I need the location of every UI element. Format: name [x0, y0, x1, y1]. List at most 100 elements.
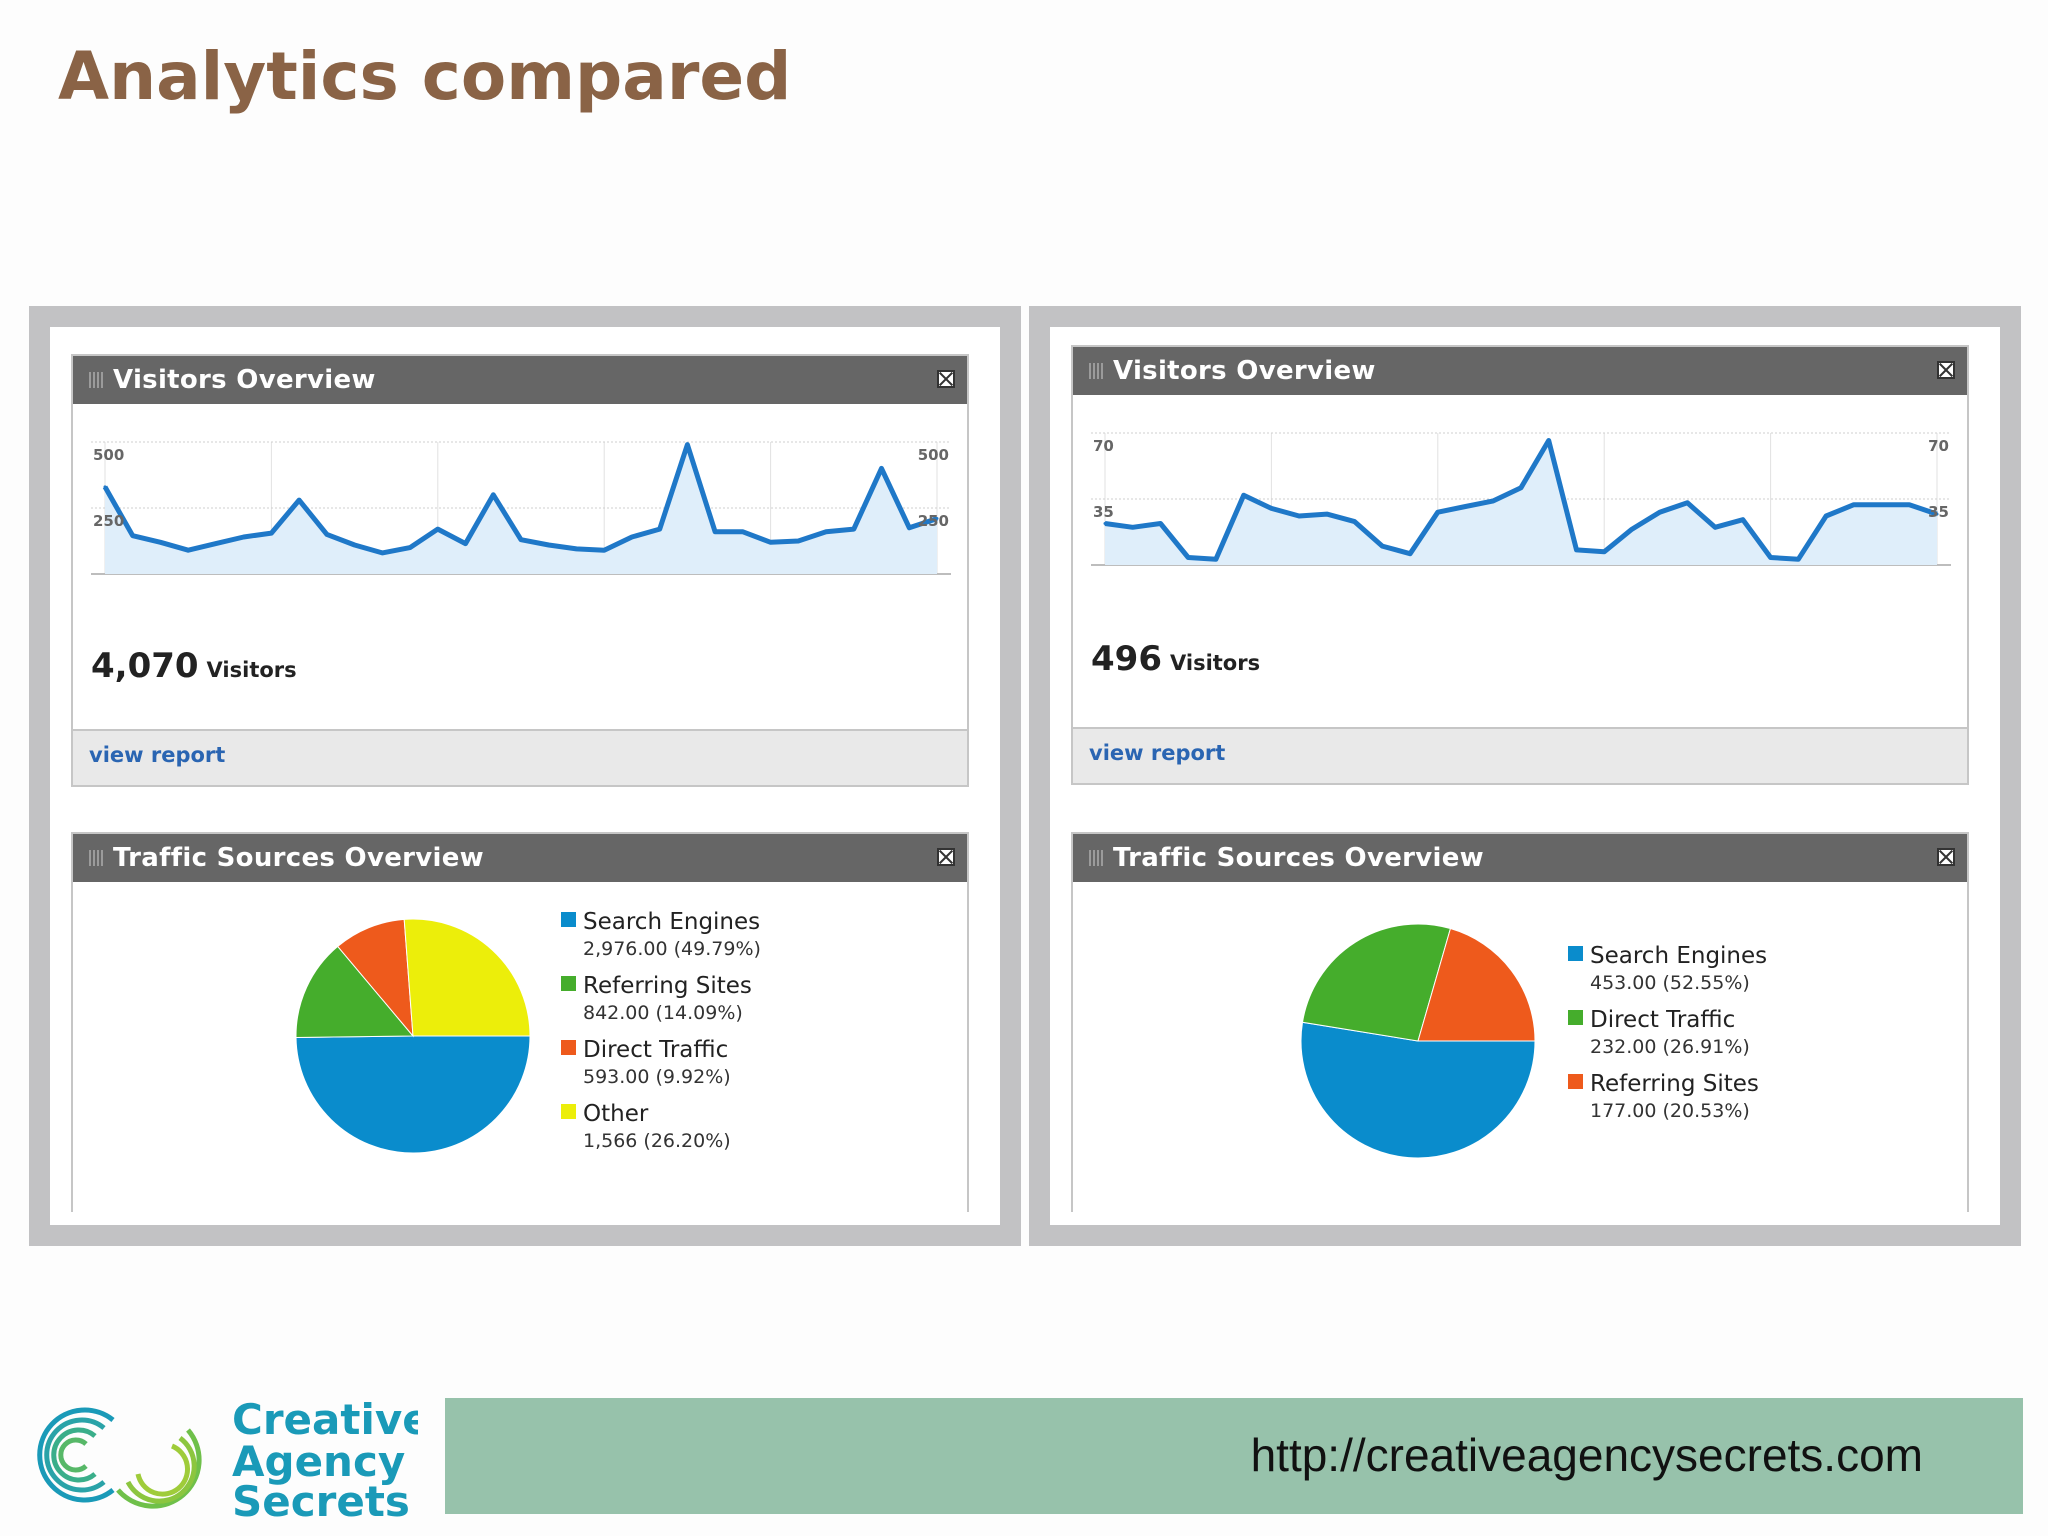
data-point	[1158, 522, 1162, 526]
legend-swatch	[561, 1104, 576, 1119]
visitor-total: 4,070 Visitors	[91, 646, 297, 686]
left-analytics-screenshot: Visitors Overview 500 500 250 250 4,070 Vis…	[29, 306, 1021, 1246]
legend-value: 232.00 (26.91%)	[1590, 1036, 1750, 1058]
y-tick-label-right: 35	[1928, 503, 1949, 521]
legend-value: 453.00 (52.55%)	[1590, 972, 1750, 994]
data-point	[1519, 486, 1523, 490]
slide-title: Analytics compared	[58, 38, 792, 115]
visitors-overview-widget: Visitors Overview 70 70 35 35 496 Visitors …	[1071, 345, 1969, 785]
legend-item: Referring Sites 842.00 (14.09%)	[561, 972, 761, 1026]
legend-value: 1,566 (26.20%)	[583, 1130, 731, 1152]
visitor-count-label: Visitors	[206, 658, 297, 682]
data-point	[408, 546, 412, 550]
close-icon[interactable]	[1937, 361, 1955, 379]
data-point	[1214, 557, 1218, 561]
y-tick-label-right: 250	[918, 512, 949, 530]
data-point	[519, 538, 523, 542]
y-tick-label-right: 70	[1928, 437, 1949, 455]
data-point	[1242, 493, 1246, 497]
data-point	[1491, 499, 1495, 503]
data-point	[1713, 525, 1717, 529]
data-point	[1436, 510, 1440, 514]
close-icon[interactable]	[937, 848, 955, 866]
drag-handle-icon[interactable]	[1089, 850, 1103, 866]
view-report-link[interactable]: view report	[89, 743, 226, 767]
visitors-line-chart: 70 70 35 35	[1091, 432, 1951, 566]
legend-swatch	[1568, 946, 1583, 961]
legend-name: Direct Traffic	[1590, 1007, 1736, 1033]
pie-slice-other	[403, 918, 531, 1037]
legend-swatch	[561, 976, 576, 991]
data-point	[1297, 514, 1301, 518]
logo-text-line2: Agency	[232, 1437, 405, 1486]
widget-header[interactable]: Visitors Overview	[73, 356, 967, 404]
legend-value: 842.00 (14.09%)	[583, 1002, 743, 1024]
drag-handle-icon[interactable]	[89, 850, 103, 866]
traffic-sources-pie-chart	[1300, 923, 1536, 1159]
legend-name: Search Engines	[1590, 943, 1768, 969]
data-point	[907, 526, 911, 530]
data-point	[1685, 501, 1689, 505]
legend-name: Direct Traffic	[583, 1037, 729, 1063]
widget-header[interactable]: Visitors Overview	[1073, 347, 1967, 395]
data-point	[1269, 506, 1273, 510]
widget-footer: view report	[1073, 727, 1967, 783]
data-point	[685, 443, 689, 447]
visitor-count: 4,070	[91, 646, 199, 686]
legend-item: Referring Sites 177.00 (20.53%)	[1568, 1070, 1767, 1124]
traffic-sources-widget: Traffic Sources Overview Search Engines 2…	[71, 832, 969, 1212]
data-point	[325, 532, 329, 536]
widget-header[interactable]: Traffic Sources Overview	[1073, 834, 1967, 882]
visitor-total: 496 Visitors	[1091, 639, 1260, 679]
right-analytics-screenshot: Visitors Overview 70 70 35 35 496 Visitors …	[1029, 306, 2021, 1246]
data-point	[158, 540, 162, 544]
legend-value: 2,976.00 (49.79%)	[583, 938, 761, 960]
creative-agency-secrets-logo: Creative Agency Secrets	[37, 1395, 418, 1520]
y-tick-label-left: 250	[93, 512, 124, 530]
data-point	[464, 542, 468, 546]
widget-header[interactable]: Traffic Sources Overview	[73, 834, 967, 882]
data-point	[103, 485, 107, 489]
data-point	[796, 539, 800, 543]
data-point	[353, 543, 357, 547]
footer-bar: http://creativeagencysecrets.com	[445, 1398, 2023, 1514]
data-point	[131, 534, 135, 538]
data-point	[297, 498, 301, 502]
pie-slice-direct-traffic	[1301, 923, 1452, 1042]
logo-text-line1: Creative	[232, 1395, 418, 1444]
legend-item: Other 1,566 (26.20%)	[561, 1100, 761, 1154]
data-point	[1547, 439, 1551, 443]
traffic-sources-pie-chart	[295, 918, 531, 1154]
data-point	[1325, 512, 1329, 516]
data-point	[574, 547, 578, 551]
data-point	[1574, 548, 1578, 552]
visitor-count: 496	[1091, 639, 1162, 679]
data-point	[630, 535, 634, 539]
legend-name: Referring Sites	[1590, 1071, 1759, 1097]
data-point	[214, 542, 218, 546]
data-point	[1630, 527, 1634, 531]
data-point	[935, 517, 939, 521]
drag-handle-icon[interactable]	[89, 372, 103, 388]
data-point	[1796, 557, 1800, 561]
series-area	[1105, 440, 1937, 565]
data-point	[1380, 544, 1384, 548]
close-icon[interactable]	[937, 370, 955, 388]
footer-url[interactable]: http://creativeagencysecrets.com	[1250, 1429, 1923, 1481]
y-tick-label-right: 500	[918, 446, 949, 464]
pie-slice-direct-traffic	[337, 918, 414, 1038]
data-point	[1131, 525, 1135, 529]
logo-text-line3: Secrets	[232, 1477, 410, 1520]
view-report-link[interactable]: view report	[1089, 741, 1226, 765]
widget-title: Traffic Sources Overview	[113, 843, 484, 873]
legend-item: Search Engines 453.00 (52.55%)	[1568, 942, 1767, 996]
data-point	[1658, 510, 1662, 514]
series-area	[105, 444, 937, 574]
data-point	[824, 530, 828, 534]
close-icon[interactable]	[1937, 848, 1955, 866]
data-point	[769, 540, 773, 544]
legend-name: Referring Sites	[583, 973, 752, 999]
data-point	[1907, 503, 1911, 507]
drag-handle-icon[interactable]	[1089, 363, 1103, 379]
data-point	[1186, 555, 1190, 559]
